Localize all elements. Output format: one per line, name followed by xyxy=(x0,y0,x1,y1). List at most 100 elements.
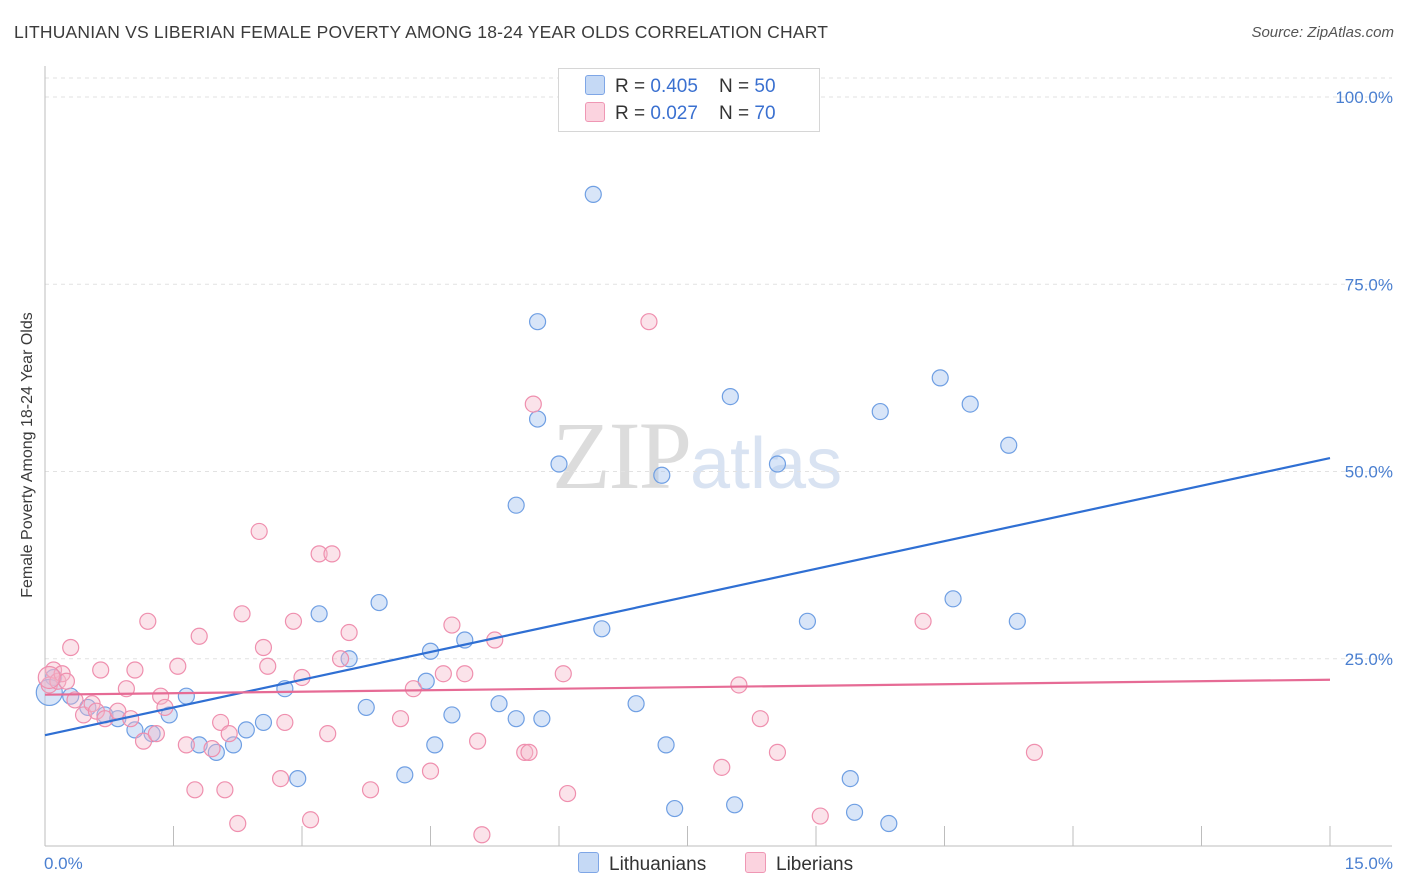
lithuanian-point xyxy=(254,713,273,732)
series-legend: Lithuanians Liberians xyxy=(0,852,1406,876)
lithuanian-point xyxy=(224,736,243,754)
liberian-point xyxy=(443,616,461,634)
x-tick-label: 0.0% xyxy=(44,854,83,873)
liberian-point xyxy=(751,710,769,728)
chart-source: Source: ZipAtlas.com xyxy=(1251,24,1394,41)
liberian-point xyxy=(340,623,358,642)
liberian-point-cluster xyxy=(37,665,61,690)
correlation-legend: R = 0.405 N = 50 R = 0.027 N = 70 xyxy=(558,68,820,132)
liberian-point xyxy=(177,736,195,754)
lithuanian-point xyxy=(1000,436,1018,454)
liberian-point xyxy=(233,605,251,623)
liberian-point xyxy=(147,725,165,743)
lithuanian-point xyxy=(357,698,375,717)
lithuanian-point xyxy=(593,620,611,638)
liberian-point xyxy=(254,638,273,657)
lithuanians-points xyxy=(35,185,1026,833)
liberian-point xyxy=(421,762,440,780)
liberian-point xyxy=(126,661,144,679)
series-legend-lithuanians: Lithuanians xyxy=(578,852,706,876)
liberian-point xyxy=(284,612,303,630)
legend-swatch-liberians xyxy=(585,102,605,122)
lithuanian-point xyxy=(666,799,684,818)
liberian-point xyxy=(914,612,932,630)
liberian-point xyxy=(520,743,538,761)
trend-lines xyxy=(44,456,1331,737)
series-legend-liberians: Liberians xyxy=(745,852,853,876)
liberian-point xyxy=(169,657,187,675)
lithuanian-point xyxy=(550,455,568,473)
liberian-point xyxy=(323,545,341,563)
liberian-point xyxy=(152,687,170,705)
lithuanian-point xyxy=(190,736,208,754)
y-tick-label: 75.0% xyxy=(1345,275,1393,294)
y-tick-label: 50.0% xyxy=(1345,463,1393,482)
liberian-point xyxy=(456,665,474,683)
liberian-point xyxy=(1025,743,1044,761)
liberian-point xyxy=(469,732,487,750)
legend-row-liberians: R = 0.027 N = 70 xyxy=(585,102,776,126)
tick-labels: 25.0% 50.0% 75.0% 100.0% 0.0% 15.0% xyxy=(44,88,1393,873)
y-tick-label: 100.0% xyxy=(1335,88,1393,107)
series-label-liberians: Liberians xyxy=(776,854,854,875)
liberians-points xyxy=(37,313,1044,844)
series-swatch-liberians xyxy=(745,852,766,873)
liberian-point xyxy=(319,725,337,743)
lithuanian-point xyxy=(931,369,949,387)
lithuanian-point xyxy=(1008,612,1026,630)
liberian-point xyxy=(203,740,221,758)
lithuanian-point xyxy=(289,769,307,788)
liberian-point xyxy=(250,522,268,541)
liberian-point xyxy=(310,545,328,563)
liberian-point xyxy=(516,743,534,761)
liberian-point xyxy=(473,826,491,844)
chart-title: LITHUANIAN VS LIBERIAN FEMALE POVERTY AM… xyxy=(14,22,829,42)
liberian-point xyxy=(361,781,380,799)
liberian-point xyxy=(190,627,208,645)
lithuanian-point xyxy=(944,590,962,608)
lithuanian-point xyxy=(880,814,898,833)
liberian-point xyxy=(186,781,204,799)
series-swatch-lithuanians xyxy=(578,852,599,873)
liberian-point xyxy=(216,781,234,799)
x-tick-label: 15.0% xyxy=(1345,854,1393,873)
lithuanian-point xyxy=(721,388,739,406)
liberian-point xyxy=(391,710,410,728)
liberian-point xyxy=(62,638,80,657)
lithuanian-point xyxy=(443,706,461,724)
lithuanian-point xyxy=(533,710,551,728)
lithuanian-point xyxy=(396,766,414,784)
liberians-trend-line xyxy=(44,678,1331,696)
liberian-point xyxy=(139,612,157,630)
legend-n-value: 70 xyxy=(754,103,776,124)
liberian-point xyxy=(434,665,452,683)
lithuanian-point xyxy=(627,695,645,713)
axes xyxy=(44,66,1392,847)
lithuanians-trend-line xyxy=(44,456,1331,737)
watermark-atlas: atlas xyxy=(690,424,843,504)
liberian-point xyxy=(811,807,829,825)
lithuanian-point xyxy=(507,710,525,728)
liberian-point xyxy=(271,769,290,788)
lithuanian-point xyxy=(177,687,195,705)
legend-n-label: N = xyxy=(719,103,755,124)
liberian-point xyxy=(768,743,787,761)
legend-n-value: 50 xyxy=(754,76,776,97)
liberian-point xyxy=(554,665,572,683)
liberian-point xyxy=(713,758,731,776)
lithuanian-point xyxy=(370,593,388,612)
lithuanian-point xyxy=(528,313,547,331)
legend-n-label: N = xyxy=(719,76,755,97)
liberian-point xyxy=(331,650,350,668)
legend-row-lithuanians: R = 0.405 N = 50 xyxy=(585,75,776,99)
gridlines xyxy=(45,77,1392,660)
watermark-zip: ZIP xyxy=(552,402,692,509)
lithuanian-point xyxy=(961,395,979,413)
lithuanian-point xyxy=(653,466,671,484)
liberian-point xyxy=(92,661,110,679)
liberian-point xyxy=(276,713,294,732)
y-tick-label: 25.0% xyxy=(1345,650,1393,669)
lithuanian-point xyxy=(237,721,255,739)
lithuanian-point xyxy=(528,410,547,428)
